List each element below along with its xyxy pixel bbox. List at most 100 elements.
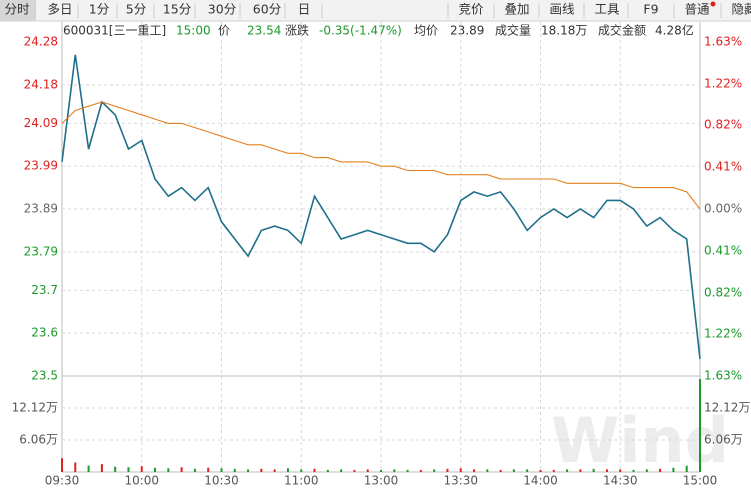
tool[interactable]: 普通 [684, 2, 710, 17]
volume-bar [313, 468, 316, 472]
volume-bar [685, 465, 688, 472]
y-tick-label: 23.89 [24, 202, 58, 216]
y-tick-label: 23.7 [31, 283, 58, 297]
volume-bar [433, 469, 436, 472]
tool[interactable]: 隐藏 [731, 2, 751, 17]
volume-bar [526, 469, 529, 472]
volume-bar [499, 469, 502, 472]
x-tick-label: 13:30 [443, 474, 478, 488]
selected-tab [0, 0, 36, 21]
toolbar-items: 分时 多日 1分 5分 15分 30分 60分 日 竞价 叠加 画线 工具 F9 普通 隐藏 [4, 2, 751, 18]
volume-bar [286, 468, 289, 472]
toolbar [0, 0, 751, 21]
avg-label: 均价 [414, 24, 438, 38]
price-label: 价 [218, 24, 230, 38]
y-tick-label: 24.09 [24, 116, 58, 130]
volume-bar [61, 458, 63, 472]
volume-bar [114, 466, 117, 472]
tab[interactable]: 日 [298, 2, 311, 17]
x-tick-label: 13:00 [364, 474, 399, 488]
tab[interactable]: 分时 [4, 2, 30, 17]
volume-bar [140, 466, 143, 472]
x-tick-label: 10:30 [204, 474, 239, 488]
volume-bar [393, 469, 396, 472]
y2-tick-label: 0.82% [704, 117, 742, 131]
amount-label: 成交金额 [598, 23, 646, 38]
volume-bar [645, 469, 648, 472]
amount: 4.28亿 [655, 23, 694, 38]
volume-bar [632, 469, 635, 472]
tab[interactable]: 5分 [126, 2, 146, 17]
volume-bar [87, 465, 90, 472]
volume-bar [233, 468, 236, 472]
volume-bar [486, 469, 489, 472]
tool[interactable]: F9 [643, 2, 658, 17]
stock-code: 600031[三一重工] [63, 24, 166, 38]
volume-bar [366, 469, 369, 472]
avg: 23.89 [450, 24, 484, 38]
volume-bar [180, 467, 183, 472]
y3-tick-label: 6.06万 [704, 433, 743, 447]
x-tick-label: 14:00 [523, 474, 558, 488]
volume-bar [659, 468, 662, 472]
volume-bar [260, 468, 263, 472]
tab[interactable]: 多日 [47, 2, 72, 17]
tool[interactable]: 画线 [549, 2, 575, 17]
volume-bar [207, 467, 210, 472]
volume-bar [127, 467, 130, 472]
tool[interactable]: 叠加 [504, 2, 529, 17]
x-tick-label: 15:00 [683, 474, 718, 488]
watermark: Wind [551, 404, 729, 477]
y-tick-label: 23.5 [31, 369, 58, 383]
volume-bar [699, 379, 701, 472]
volume-bar [273, 469, 276, 472]
volume-bar [605, 469, 608, 472]
notify-dot [710, 1, 716, 7]
volume-bar [552, 469, 555, 472]
volume-bar [672, 467, 675, 472]
time: 15:00 [176, 24, 211, 38]
x-tick-label: 11:00 [284, 474, 319, 488]
volume-bar [300, 469, 303, 472]
x-tick-label: 10:00 [124, 474, 159, 488]
volume-bar [512, 469, 515, 472]
tab[interactable]: 15分 [163, 2, 191, 17]
tab[interactable]: 60分 [253, 2, 281, 17]
volume-bar [619, 469, 622, 472]
volume-bar [247, 469, 250, 472]
volume-bar [459, 468, 462, 472]
volume: 18.18万 [541, 24, 587, 38]
y-tick-label: 24.18 [24, 77, 58, 91]
price-line [61, 101, 701, 210]
x-tick-label: 14:30 [603, 474, 638, 488]
volume-bar [592, 468, 595, 472]
volume-bar [154, 467, 157, 472]
tool[interactable]: 竞价 [458, 2, 484, 17]
y2-tick-label: 1.22% [704, 326, 742, 340]
y2-tick-label: 0.41% [704, 159, 742, 173]
tab[interactable]: 30分 [208, 2, 236, 17]
volume-bar [220, 468, 223, 472]
volume-bar [446, 468, 449, 472]
tab[interactable]: 1分 [89, 2, 109, 17]
y-tick-label: 23.79 [24, 244, 58, 258]
y3-tick-label: 12.12万 [12, 401, 58, 415]
y3-tick-label: 12.12万 [704, 401, 750, 415]
y2-tick-label: 0.82% [704, 286, 742, 300]
volume-bar [167, 468, 170, 472]
y3-tick-label: 6.06万 [19, 433, 58, 447]
price-line [61, 54, 701, 359]
volume-bar [406, 469, 409, 472]
y2-tick-label: 1.63% [704, 369, 742, 383]
volume-bar [74, 462, 77, 472]
volume-bar [380, 469, 382, 472]
volume-bar [353, 469, 356, 472]
x-tick-label: 09:30 [45, 474, 80, 488]
volume-bar [473, 469, 476, 472]
volume-bar [340, 469, 343, 472]
y-tick-label: 23.6 [31, 326, 58, 340]
tool[interactable]: 工具 [594, 2, 620, 17]
y-tick-label: 23.99 [24, 159, 58, 173]
y-tick-label: 24.28 [24, 35, 58, 49]
